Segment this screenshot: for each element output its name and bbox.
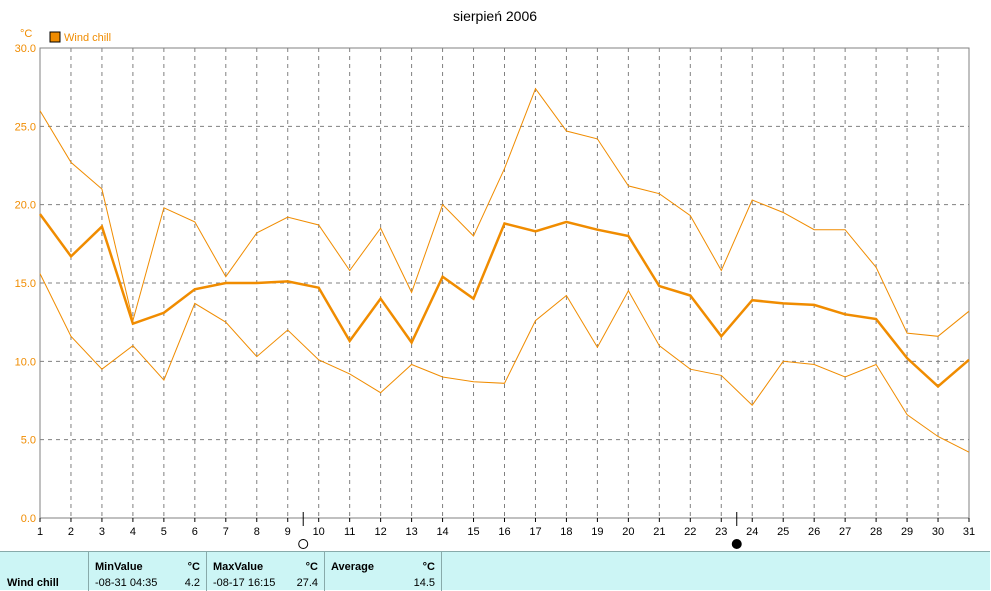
x-tick-label: 9 <box>285 526 291 538</box>
x-tick-label: 20 <box>622 526 634 538</box>
avg-header: Average <box>331 561 375 573</box>
legend-swatch <box>49 31 61 43</box>
x-tick-label: 12 <box>375 526 387 538</box>
x-tick-label: 31 <box>963 526 975 538</box>
x-axis: 1 2 3 4 5 6 7 8 9 10 11 12 13 14 15 16 17 18 19 20 21 22 23 24 2… <box>37 518 975 538</box>
legend-label: Wind chill <box>64 32 111 44</box>
y-tick-label: 5.0 <box>21 435 36 447</box>
x-tick-label: 21 <box>653 526 665 538</box>
wind-chill-chart: sierpień 2006 °C Wind chill 0.05.010.015… <box>15 8 975 549</box>
max-when: -08-17 16:15 <box>213 577 276 589</box>
avg-unit: °C <box>422 561 435 573</box>
min-value: 4.2 <box>184 577 200 589</box>
x-tick-label: 23 <box>715 526 727 538</box>
x-tick-label: 6 <box>192 526 198 538</box>
stats-max-cell: MaxValue °C -08-17 16:15 27.4 <box>206 552 324 591</box>
x-tick-label: 22 <box>684 526 696 538</box>
y-tick-label: 0.0 <box>21 513 36 525</box>
x-tick-label: 27 <box>839 526 851 538</box>
x-tick-label: 14 <box>436 526 448 538</box>
stats-min-cell: MinValue °C -08-31 04:35 4.2 <box>88 552 206 591</box>
x-tick-label: 29 <box>901 526 913 538</box>
min-unit: °C <box>187 561 200 573</box>
series-line-average <box>38 213 970 389</box>
x-tick-label: 30 <box>932 526 944 538</box>
y-tick-label: 30.0 <box>15 43 36 55</box>
x-tick-label: 11 <box>344 526 355 538</box>
x-tick-label: 26 <box>808 526 820 538</box>
y-tick-label: 10.0 <box>15 356 36 368</box>
x-tick-label: 1 <box>37 526 43 538</box>
min-header: MinValue <box>95 561 143 573</box>
x-tick-label: 3 <box>99 526 105 538</box>
x-tick-label: 17 <box>529 526 541 538</box>
x-tick-label: 10 <box>313 526 325 538</box>
avg-value: 14.5 <box>413 577 435 589</box>
stats-row-label-cell: Wind chill <box>0 552 88 591</box>
y-axis: 0.0 5.0 10.0 15.0 20.0 25.0 30.0 <box>15 43 36 525</box>
x-tick-label: 7 <box>223 526 229 538</box>
x-tick-label: 19 <box>591 526 603 538</box>
full-moon-icon <box>731 539 742 549</box>
stats-avg-cell: Average °C 14.5 <box>324 552 442 591</box>
chart-grid <box>40 48 969 518</box>
x-tick-label: 18 <box>560 526 572 538</box>
x-tick-label: 25 <box>777 526 789 538</box>
max-header: MaxValue <box>213 561 264 573</box>
moon-markers <box>298 512 742 549</box>
x-tick-label: 24 <box>746 526 758 538</box>
chart-title: sierpień 2006 <box>453 8 537 24</box>
max-value: 27.4 <box>296 577 318 589</box>
max-unit: °C <box>305 561 318 573</box>
chart-series <box>38 87 970 453</box>
y-tick-label: 20.0 <box>15 200 36 212</box>
stats-table: Wind chill MinValue °C -08-31 04:35 4.2 … <box>0 551 990 591</box>
series-line-max <box>39 87 970 337</box>
x-tick-label: 16 <box>498 526 510 538</box>
x-tick-label: 2 <box>68 526 74 538</box>
min-when: -08-31 04:35 <box>95 577 158 589</box>
series-line-min <box>39 273 970 453</box>
y-tick-label: 25.0 <box>15 121 36 133</box>
y-tick-label: 15.0 <box>15 278 36 290</box>
x-tick-label: 13 <box>405 526 417 538</box>
x-tick-label: 28 <box>870 526 882 538</box>
stats-row-label: Wind chill <box>7 577 59 589</box>
y-axis-unit: °C <box>20 28 32 40</box>
new-moon-icon <box>298 539 309 549</box>
x-tick-label: 8 <box>254 526 260 538</box>
x-tick-label: 4 <box>130 526 136 538</box>
x-tick-label: 15 <box>467 526 479 538</box>
x-tick-label: 5 <box>161 526 167 538</box>
